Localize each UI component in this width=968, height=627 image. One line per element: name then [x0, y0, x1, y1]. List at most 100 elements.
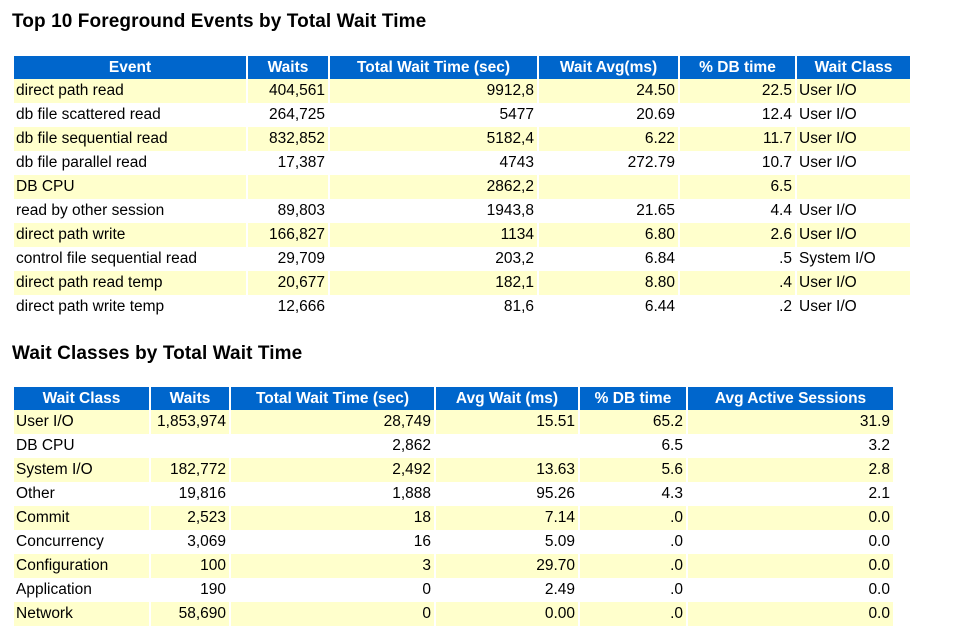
wait-class-cell: DB CPU: [14, 434, 149, 458]
waits-cell: 12,666: [248, 295, 328, 319]
wait-class-cell: User I/O: [797, 151, 910, 175]
event-name-cell: direct path write temp: [14, 295, 246, 319]
total-wait-time-cell: 2862,2: [330, 175, 537, 199]
wait-class-cell: System I/O: [797, 247, 910, 271]
avg-active-sessions-cell: 0.0: [688, 578, 893, 602]
event-name-cell: control file sequential read: [14, 247, 246, 271]
total-wait-time-cell: 81,6: [330, 295, 537, 319]
total-wait-time-cell: 0: [231, 602, 434, 626]
avg-wait-cell: 0.00: [436, 602, 578, 626]
event-name-cell: direct path write: [14, 223, 246, 247]
db-time-cell: 11.7: [680, 127, 795, 151]
wait-class-cell: User I/O: [797, 295, 910, 319]
top-events-heading: Top 10 Foreground Events by Total Wait T…: [12, 11, 427, 32]
wait-classes-heading: Wait Classes by Total Wait Time: [12, 343, 303, 364]
avg-active-sessions-cell: 0.0: [688, 554, 893, 578]
wait-class-cell: User I/O: [797, 103, 910, 127]
db-time-cell: .0: [580, 530, 686, 554]
total-wait-time-cell: 1,888: [231, 482, 434, 506]
event-name-cell: direct path read temp: [14, 271, 246, 295]
total-wait-time-cell: 18: [231, 506, 434, 530]
wait-class-cell: Network: [14, 602, 149, 626]
wait-avg-cell: [539, 175, 678, 199]
db-time-cell: .0: [580, 554, 686, 578]
total-wait-time-cell: 0: [231, 578, 434, 602]
wait-avg-cell: 8.80: [539, 271, 678, 295]
db-time-cell: 65.2: [580, 410, 686, 434]
table-row: Configuration 100 3 29.70.0 0.0: [14, 554, 893, 578]
waits-cell: 166,827: [248, 223, 328, 247]
db-time-cell: 22.5: [680, 79, 795, 103]
wait-classes-table-body: User I/O 1,853,974 28,749 15.51 65.2 31.9 DB C…: [14, 410, 893, 626]
db-time-cell: 6.5: [580, 434, 686, 458]
db-time-cell: 6.5: [680, 175, 795, 199]
waits-cell: [248, 175, 328, 199]
wait-class-cell: [797, 175, 910, 199]
wait-class-cell: Other: [14, 482, 149, 506]
top-events-table-body: direct path read 404,561 9912,8 24.50 22.5 Us…: [14, 79, 910, 319]
db-time-cell: .0: [580, 506, 686, 530]
total-wait-time-cell: 3: [231, 554, 434, 578]
avg-wait-cell: 13.63: [436, 458, 578, 482]
total-wait-time-cell: 2,862: [231, 434, 434, 458]
wait-avg-cell: 20.69: [539, 103, 678, 127]
waits-cell: [151, 434, 229, 458]
waits-cell: 2,523: [151, 506, 229, 530]
wait-class-cell: User I/O: [797, 271, 910, 295]
db-time-cell: .2: [680, 295, 795, 319]
waits-cell: 3,069: [151, 530, 229, 554]
avg-wait-cell: 7.14: [436, 506, 578, 530]
event-name-cell: read by other session: [14, 199, 246, 223]
db-time-cell: .5: [680, 247, 795, 271]
event-name-cell: direct path read: [14, 79, 246, 103]
waits-cell: 58,690: [151, 602, 229, 626]
db-time-cell: 4.4: [680, 199, 795, 223]
waits-cell: 264,725: [248, 103, 328, 127]
top-events-table: Event Waits Total Wait Time (sec) Wait A…: [12, 56, 912, 319]
table-row: db file scattered read 264,725 5477 20.69 12…: [14, 103, 910, 127]
waits-cell: 29,709: [248, 247, 328, 271]
column-header-waits: Waits: [248, 56, 328, 79]
wait-avg-cell: 6.44: [539, 295, 678, 319]
db-time-cell: 10.7: [680, 151, 795, 175]
wait-avg-cell: 6.84: [539, 247, 678, 271]
db-time-cell: .4: [680, 271, 795, 295]
avg-active-sessions-cell: 2.1: [688, 482, 893, 506]
column-header-db-time: % DB time: [680, 56, 795, 79]
avg-active-sessions-cell: 0.0: [688, 602, 893, 626]
total-wait-time-cell: 1943,8: [330, 199, 537, 223]
event-name-cell: db file scattered read: [14, 103, 246, 127]
avg-wait-cell: 29.70: [436, 554, 578, 578]
wait-class-cell: Application: [14, 578, 149, 602]
column-header-wait-avg: Wait Avg(ms): [539, 56, 678, 79]
table-row: db file parallel read 17,387 4743 272.79 10.…: [14, 151, 910, 175]
table-row: db file sequential read 832,852 5182,4 6.22…: [14, 127, 910, 151]
wait-avg-cell: 272.79: [539, 151, 678, 175]
total-wait-time-cell: 1134: [330, 223, 537, 247]
waits-cell: 1,853,974: [151, 410, 229, 434]
waits-cell: 89,803: [248, 199, 328, 223]
column-header-wait-class: Wait Class: [14, 387, 149, 410]
avg-wait-cell: 95.26: [436, 482, 578, 506]
waits-cell: 832,852: [248, 127, 328, 151]
table-header-row: Event Waits Total Wait Time (sec) Wait A…: [14, 56, 910, 79]
column-header-avg-wait: Avg Wait (ms): [436, 387, 578, 410]
table-row: DB CPU 2862,2 6.5: [14, 175, 910, 199]
table-header-row: Wait Class Waits Total Wait Time (sec) A…: [14, 387, 893, 410]
waits-cell: 404,561: [248, 79, 328, 103]
waits-cell: 19,816: [151, 482, 229, 506]
avg-active-sessions-cell: 3.2: [688, 434, 893, 458]
table-row: control file sequential read 29,709 203,2 6…: [14, 247, 910, 271]
table-row: direct path read 404,561 9912,8 24.50 22.5 Us…: [14, 79, 910, 103]
column-header-total-wait-time: Total Wait Time (sec): [231, 387, 434, 410]
column-header-wait-class: Wait Class: [797, 56, 910, 79]
wait-avg-cell: 24.50: [539, 79, 678, 103]
db-time-cell: 5.6: [580, 458, 686, 482]
avg-active-sessions-cell: 2.8: [688, 458, 893, 482]
total-wait-time-cell: 2,492: [231, 458, 434, 482]
wait-avg-cell: 6.22: [539, 127, 678, 151]
wait-class-cell: Commit: [14, 506, 149, 530]
total-wait-time-cell: 28,749: [231, 410, 434, 434]
avg-wait-cell: [436, 434, 578, 458]
waits-cell: 17,387: [248, 151, 328, 175]
